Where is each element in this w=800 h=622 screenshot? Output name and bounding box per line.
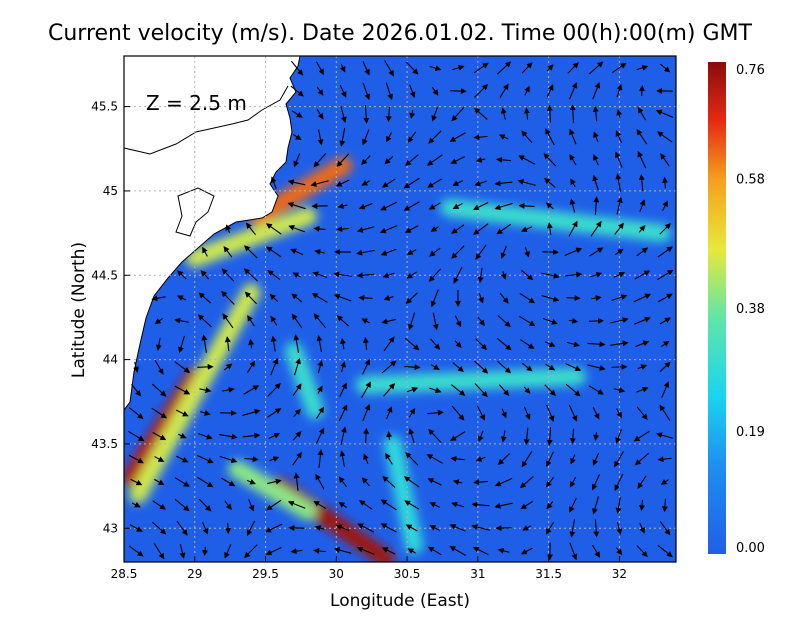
x-tick-label: 31 [470, 567, 485, 581]
plot-area: Z = 2.5 m [124, 56, 676, 562]
colorbar-tick-label: 0.38 [736, 302, 765, 317]
colorbar-tick-label: 0.58 [736, 173, 765, 188]
colorbar-tick-label: 0.19 [736, 425, 765, 440]
velocity-arrow [566, 298, 579, 299]
x-tick-label: 30 [329, 567, 344, 581]
velocity-arrow [197, 367, 212, 368]
x-tick-label: 28.5 [111, 567, 138, 581]
velocity-arrow [366, 429, 367, 443]
depth-label: Z = 2.5 m [146, 91, 247, 115]
colorbar-tick-label: 0.00 [736, 541, 765, 556]
x-tick-label: 29.5 [252, 567, 279, 581]
y-tick-label: 43 [103, 521, 118, 535]
x-tick-label: 32 [612, 567, 627, 581]
x-axis-label: Longitude (East) [330, 591, 470, 611]
y-tick-label: 45.5 [91, 100, 118, 114]
velocity-arrow [450, 91, 466, 92]
velocity-arrow [665, 178, 666, 188]
y-tick-label: 43.5 [91, 437, 118, 451]
velocity-arrow [589, 321, 603, 322]
x-tick-label: 29 [187, 567, 202, 581]
colorbar-ticks: 0.76 0.58 0.38 0.19 0.00 [736, 63, 765, 556]
colorbar [708, 62, 726, 554]
y-tick-label: 44.5 [91, 268, 118, 282]
y-axis-label: Latitude (North) [69, 242, 89, 378]
x-tick-label: 31.5 [535, 567, 562, 581]
x-tick-label: 30.5 [394, 567, 421, 581]
map-title: Current velocity (m/s). Date 2026.01.02.… [48, 21, 753, 46]
velocity-arrow [642, 86, 643, 96]
velocity-arrow [205, 547, 206, 555]
velocity-arrow [228, 523, 229, 533]
y-tick-label: 45 [103, 184, 118, 198]
speed-jet [365, 376, 577, 384]
colorbar-tick-label: 0.76 [736, 63, 765, 78]
y-tick-label: 44 [103, 353, 118, 367]
